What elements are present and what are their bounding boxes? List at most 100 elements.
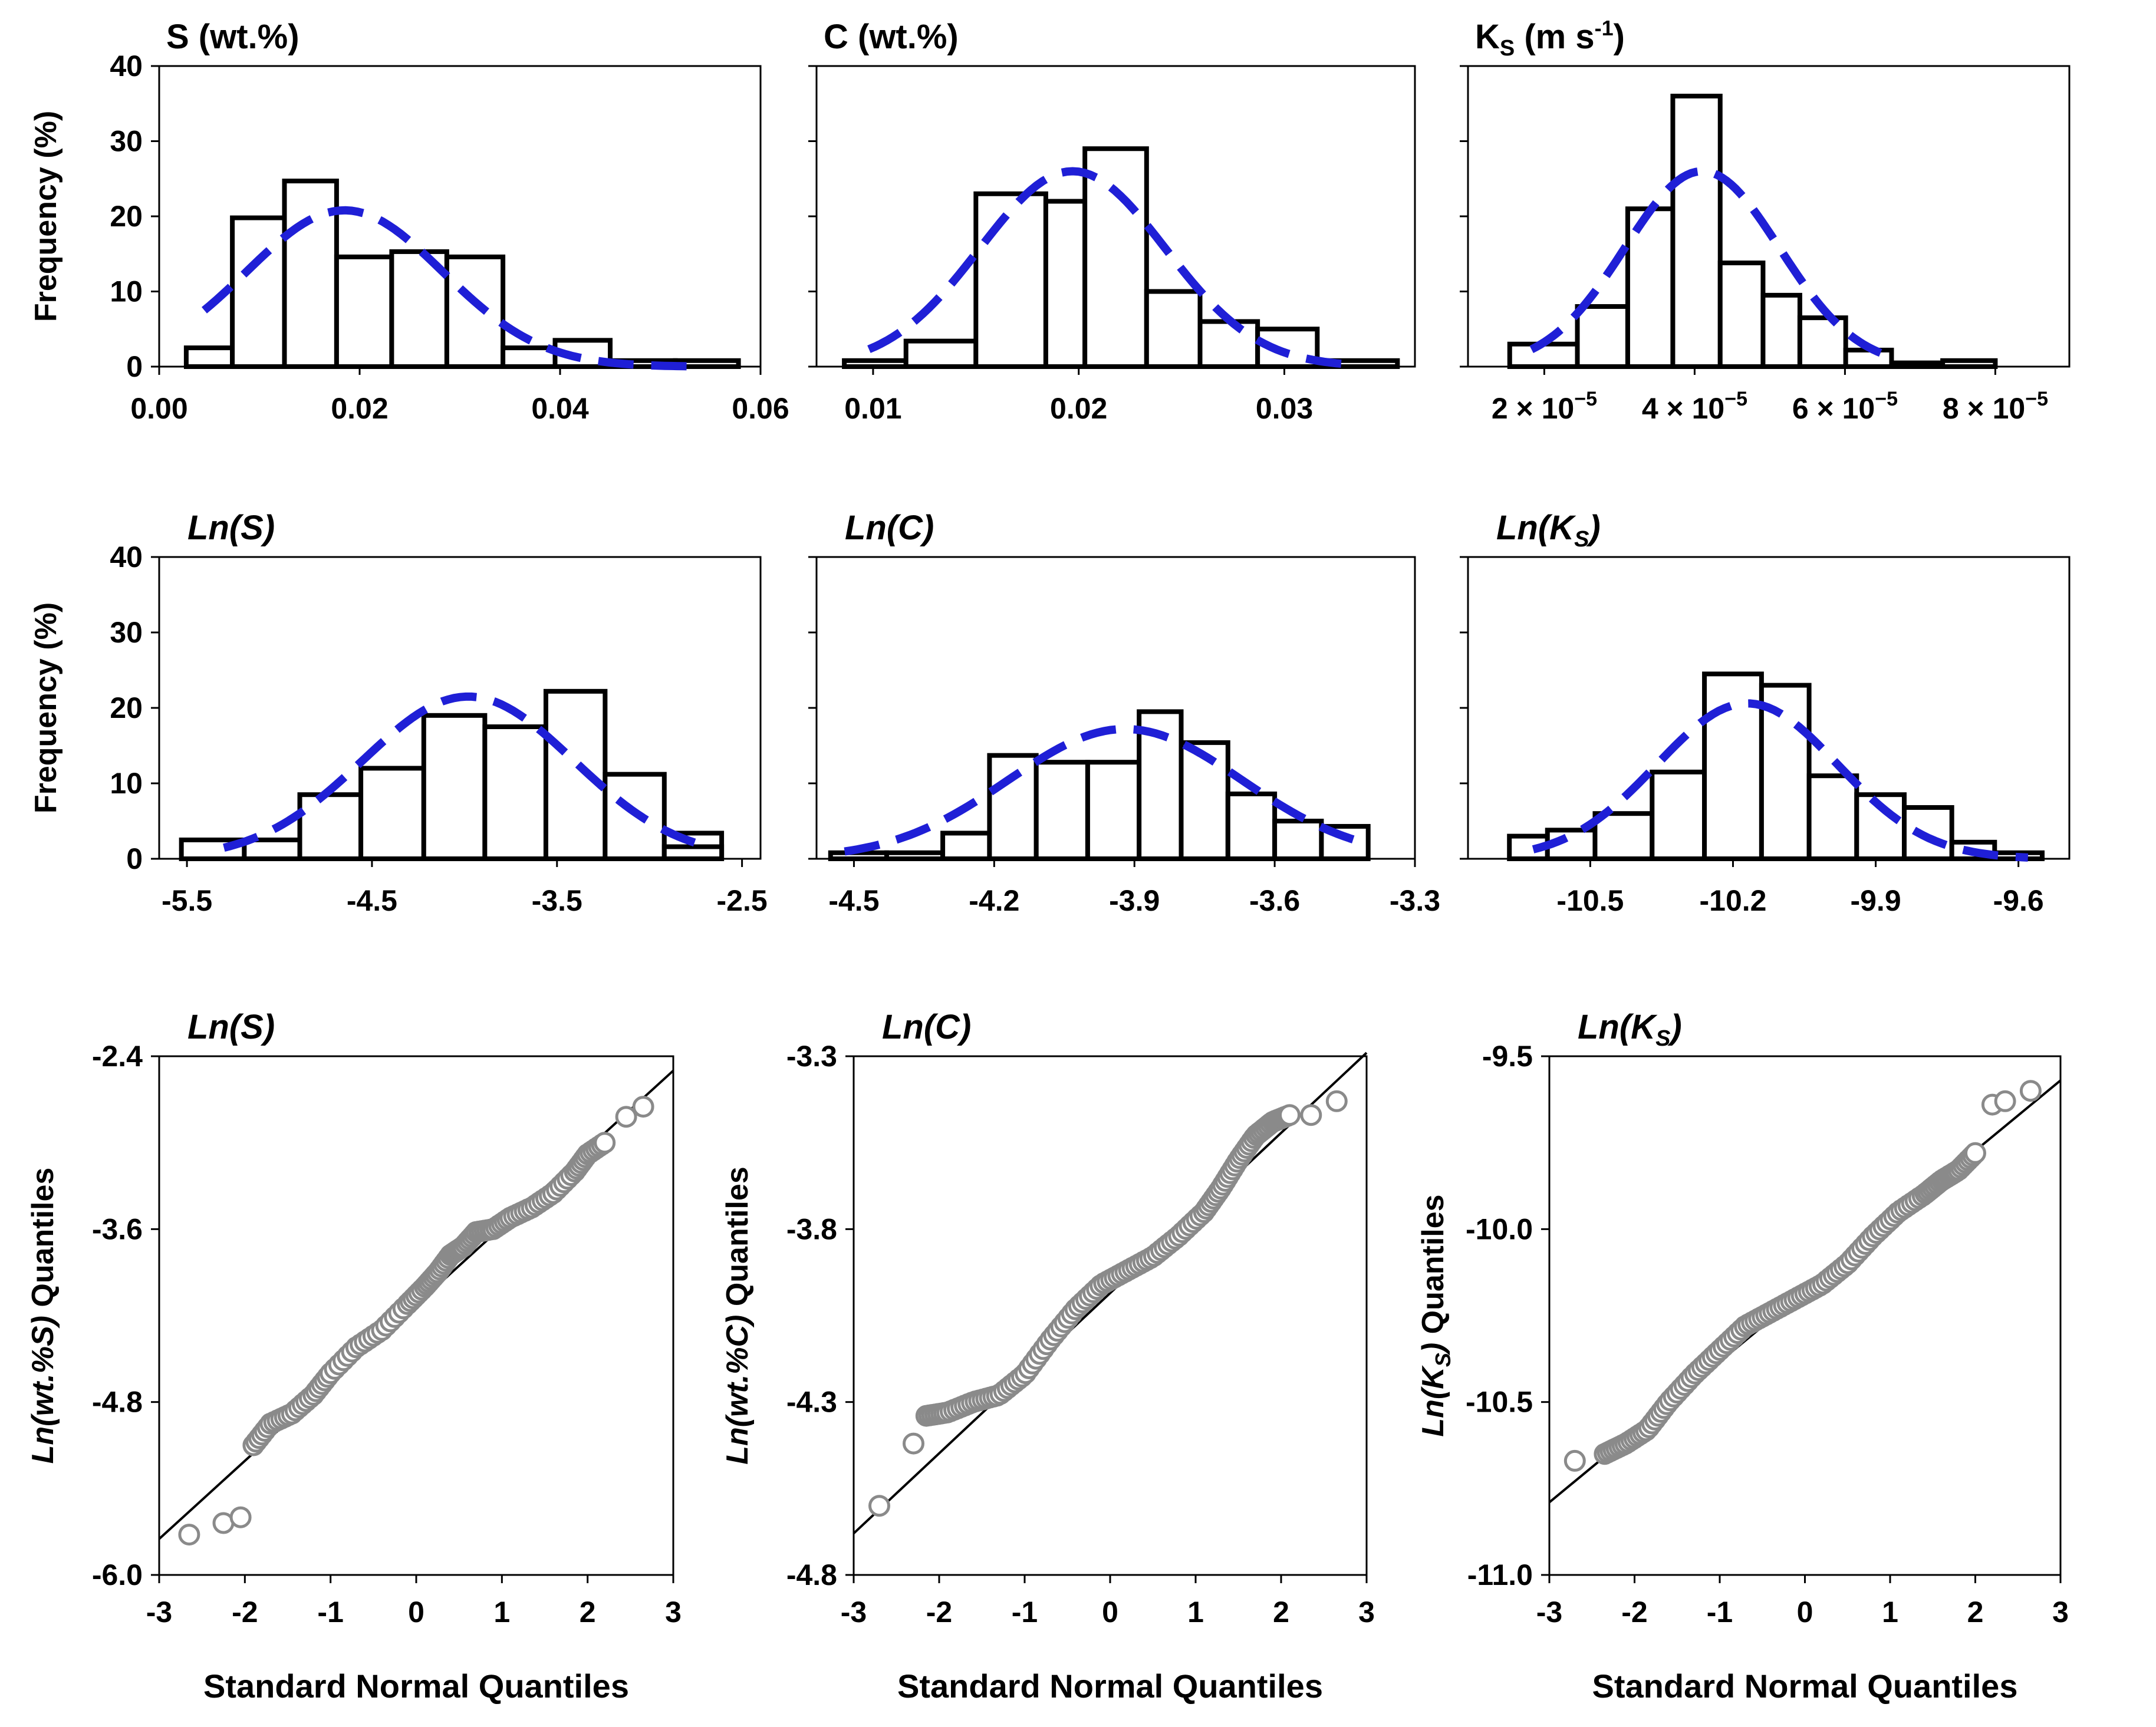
x-tick-label: 0 (408, 1596, 424, 1629)
x-tick-label: 0.00 (130, 392, 187, 425)
x-tick-label: 2 (1273, 1596, 1289, 1629)
y-tick-label: 40 (110, 50, 143, 83)
qq-point (1964, 1142, 1986, 1164)
histogram-bar (1319, 823, 1371, 861)
x-tick-label: -4.5 (347, 884, 397, 917)
histogram-bar (828, 850, 889, 862)
chart-title: Ln(C) (882, 1008, 971, 1046)
histogram-bar (1225, 791, 1278, 862)
qq-point (615, 1106, 637, 1128)
x-tick-label: -4.5 (828, 884, 879, 917)
y-axis-label: Frequency (%) (29, 111, 63, 322)
normal-fit-curve (844, 724, 1365, 856)
histogram-bar (1082, 146, 1149, 369)
x-tick-label: -10.2 (1699, 884, 1766, 917)
y-tick-label: 10 (110, 767, 143, 800)
x-tick-label: -4.2 (969, 884, 1019, 917)
x-tick-label-base: 0.02 (1050, 392, 1107, 425)
y-tick-label: 0 (126, 842, 143, 875)
y-axis-label: Ln(wt.%C) Quantiles (720, 1166, 755, 1465)
qq-point (1325, 1090, 1348, 1112)
x-tick-label: -3 (1536, 1596, 1562, 1629)
histogram-bar (1575, 304, 1630, 369)
histogram-bar (940, 830, 992, 861)
x-tick-label: 3 (1358, 1596, 1375, 1629)
histogram-bar (1901, 805, 1954, 861)
x-tick-label-base: 1 (1187, 1596, 1204, 1629)
chart-title-main: Ln(C) (845, 509, 934, 547)
x-tick-label-base: 0.00 (130, 392, 187, 425)
x-axis-label: Standard Normal Quantiles (897, 1667, 1323, 1705)
x-tick-label: -3.6 (1249, 884, 1300, 917)
normal-fit-curve (1529, 167, 1888, 359)
x-tick-label-base: -2 (926, 1596, 952, 1629)
histogram-bar (358, 766, 426, 862)
histogram-bar (1179, 740, 1230, 861)
x-tick-label-base: -4.5 (828, 884, 879, 917)
x-tick-label-base: -4.2 (969, 884, 1019, 917)
y-tick-label: -4.8 (92, 1386, 143, 1419)
x-tick-label: 0.02 (331, 392, 388, 425)
x-tick-label: 0 (1797, 1596, 1813, 1629)
x-tick-label: -3 (841, 1596, 867, 1629)
x-tick-label-base: 2 (580, 1596, 596, 1629)
plot-frame (852, 1055, 1368, 1576)
histogram-bar (973, 191, 1048, 369)
histogram-bar (884, 850, 946, 862)
x-tick-label-base: 0 (1797, 1596, 1813, 1629)
x-tick-label-base: 0.04 (531, 392, 589, 425)
y-tick-label: 40 (110, 540, 143, 574)
chart-title-main: K (1475, 18, 1500, 56)
qq-point (632, 1096, 654, 1118)
x-tick-label: 0.02 (1050, 392, 1107, 425)
plot-frame (1548, 1055, 2062, 1576)
x-tick-label-base: 0.06 (732, 392, 789, 425)
histogram-bar (1670, 94, 1723, 369)
x-tick-label-base: -2 (1621, 1596, 1647, 1629)
qq-point (594, 1132, 616, 1154)
x-tick-label: 0.06 (732, 392, 789, 425)
qq-point (868, 1495, 890, 1517)
panel-lnC: Ln(C) -4.5 -4.2 -3.9 -3.6 -3.3 (808, 509, 1440, 917)
y-tick-label: -6.0 (92, 1558, 143, 1591)
x-tick-label-base: -3.6 (1249, 884, 1300, 917)
x-tick-label: -1 (1707, 1596, 1733, 1629)
qq-point (229, 1506, 252, 1528)
x-tick-label-base: 1 (1882, 1596, 1898, 1629)
histogram-bar (1033, 760, 1090, 862)
y-tick-label: 0 (126, 350, 143, 383)
x-tick-label-base: 2 (1273, 1596, 1289, 1629)
panel-Ks: KS (m s-1)2 × 10−5 4 × 10−5 6 × 10−5 8 × 10… (1460, 16, 2071, 425)
x-tick-label: 4 × 10−5 (1642, 388, 1747, 425)
histogram-bar (1717, 261, 1766, 369)
panel-qqC: Ln(C) -4.8 -4.3 -3.8 -3.3 -3 -2 -1 0 1 2 3 Standard … (720, 1008, 1375, 1705)
x-tick-label-base: 0 (408, 1596, 424, 1629)
y-axis-label-post: Quantiles (1416, 1194, 1450, 1342)
qq-point (1279, 1104, 1301, 1126)
chart-title-end: ) (1614, 18, 1625, 56)
x-tick-label-base: -3.5 (532, 884, 582, 917)
x-tick-label: 3 (665, 1596, 682, 1629)
qq-point (178, 1524, 200, 1546)
chart-title: S (wt.%) (166, 18, 299, 56)
x-tick-label-exp: −5 (1574, 388, 1597, 410)
x-tick-label-base: -9.6 (1993, 884, 2044, 917)
x-tick-label: -3 (146, 1596, 172, 1629)
normal-fit-curve (867, 167, 1349, 369)
x-tick-label-base: 4 × 10 (1642, 392, 1724, 425)
y-axis-label-var: Ln(wt.%C) (720, 1315, 755, 1465)
histogram-bar (482, 724, 548, 861)
x-tick-label-exp: −5 (1724, 388, 1747, 410)
reference-line (852, 1052, 1368, 1535)
x-tick-label: -1 (1012, 1596, 1038, 1629)
chart-title: Ln(S) (187, 509, 275, 547)
x-tick-label: 1 (493, 1596, 510, 1629)
y-tick-label: 20 (110, 200, 143, 233)
x-tick-label-base: 6 × 10 (1792, 392, 1875, 425)
x-tick-label-exp: −5 (1875, 388, 1898, 410)
histogram-bar (1889, 360, 1946, 369)
chart-title-main: Ln(S) (187, 509, 275, 547)
x-tick-label: 0.01 (844, 392, 901, 425)
chart-title-rest: (m s (1515, 18, 1594, 56)
panel-lnKs: Ln(KS) -10.5 -10.2 -9.9 -9.6 (1460, 509, 2071, 917)
